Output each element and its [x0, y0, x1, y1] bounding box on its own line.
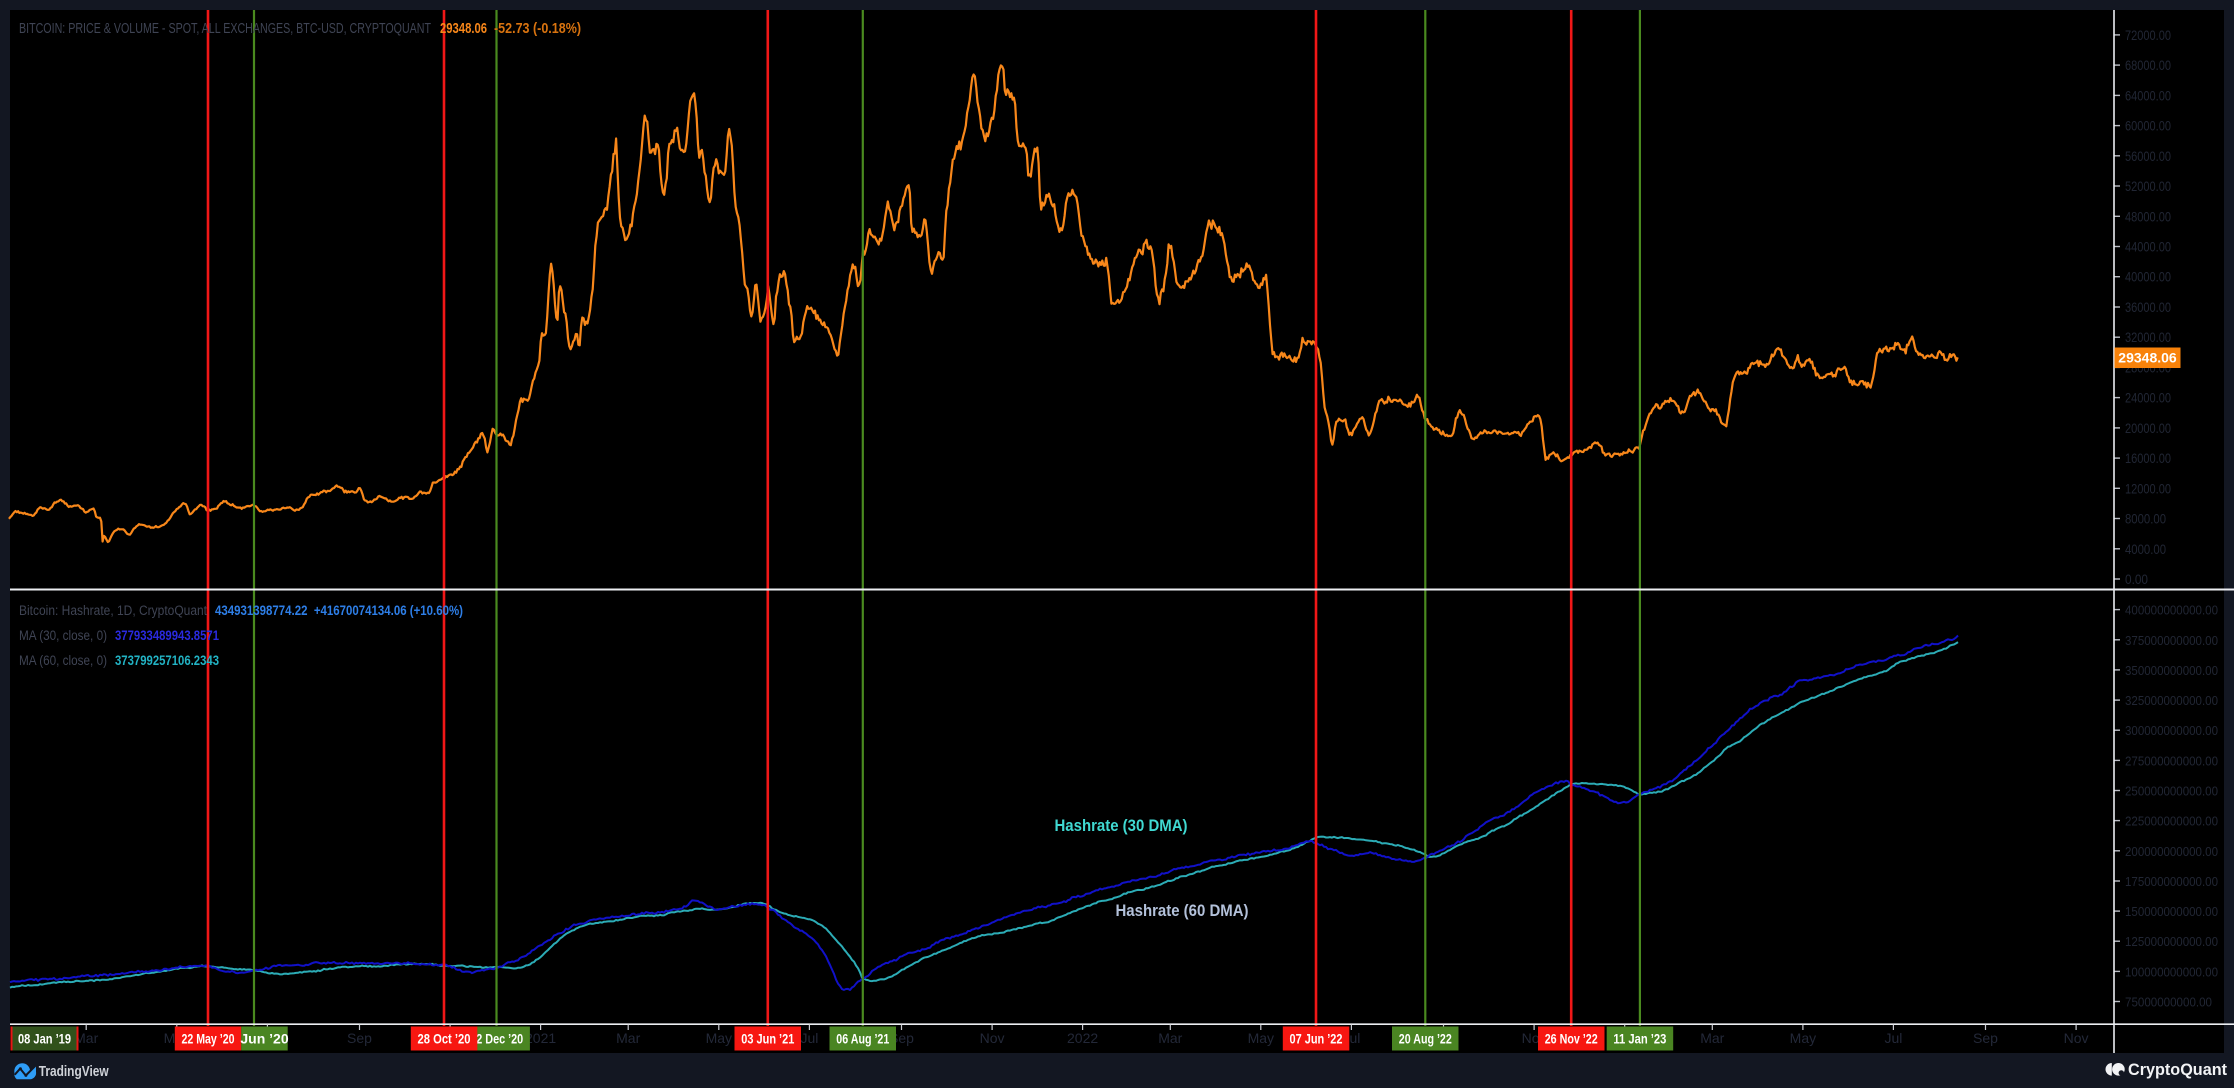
svg-text:64000.00: 64000.00 — [2125, 87, 2171, 103]
svg-text:300000000000.00: 300000000000.00 — [2125, 723, 2218, 738]
svg-text:29348.06: 29348.06 — [440, 21, 487, 37]
svg-text:06 Aug ’21: 06 Aug ’21 — [836, 1031, 889, 1047]
svg-text:Bitcoin: Hashrate, 1D, CryptoQ: Bitcoin: Hashrate, 1D, CryptoQuant — [19, 603, 207, 618]
svg-text:8000.00: 8000.00 — [2125, 511, 2166, 527]
svg-text:4000.00: 4000.00 — [2125, 541, 2166, 557]
svg-text:434931398774.22 +41670074134.: 434931398774.22 +41670074134.06 (+10.60%… — [215, 603, 463, 618]
svg-text:125000000000.00: 125000000000.00 — [2125, 934, 2218, 949]
svg-text:Sep: Sep — [1973, 1030, 1998, 1046]
svg-text:275000000000.00: 275000000000.00 — [2125, 753, 2218, 768]
svg-text:0.00: 0.00 — [2125, 571, 2148, 587]
svg-text:100000000000.00: 100000000000.00 — [2125, 964, 2218, 979]
svg-text:29348.06: 29348.06 — [2118, 350, 2177, 366]
svg-text:28 Oct ’20: 28 Oct ’20 — [418, 1031, 471, 1047]
svg-text:20000.00: 20000.00 — [2125, 420, 2171, 436]
svg-text:200000000000.00: 200000000000.00 — [2125, 844, 2218, 859]
svg-text:2021: 2021 — [525, 1030, 556, 1046]
svg-text:12000.00: 12000.00 — [2125, 480, 2171, 496]
svg-text:2022: 2022 — [1067, 1030, 1098, 1046]
svg-text:Mar: Mar — [1158, 1030, 1182, 1046]
svg-text:May: May — [1248, 1030, 1274, 1046]
svg-text:60000.00: 60000.00 — [2125, 118, 2171, 134]
svg-text:11 Jan ’23: 11 Jan ’23 — [1613, 1031, 1666, 1047]
svg-text:20 Aug ’22: 20 Aug ’22 — [1399, 1031, 1452, 1047]
svg-text:07 Jun ’22: 07 Jun ’22 — [1290, 1031, 1343, 1047]
svg-text:Jul: Jul — [800, 1030, 818, 1046]
svg-text:44000.00: 44000.00 — [2125, 239, 2171, 255]
svg-text:375000000000.00: 375000000000.00 — [2125, 633, 2218, 648]
svg-text:Nov: Nov — [2064, 1030, 2089, 1046]
svg-text:Hashrate (60 DMA): Hashrate (60 DMA) — [1116, 901, 1249, 920]
svg-text:400000000000.00: 400000000000.00 — [2125, 603, 2218, 618]
svg-text:CryptoQuant: CryptoQuant — [2128, 1061, 2227, 1079]
svg-text:Mar: Mar — [1700, 1030, 1724, 1046]
svg-text:225000000000.00: 225000000000.00 — [2125, 814, 2218, 829]
svg-text:May: May — [1790, 1030, 1816, 1046]
svg-text:Jun ’20: Jun ’20 — [240, 1031, 288, 1047]
svg-text:325000000000.00: 325000000000.00 — [2125, 693, 2218, 708]
svg-text:Jul: Jul — [1884, 1030, 1902, 1046]
svg-text:75000000000.00: 75000000000.00 — [2125, 995, 2212, 1010]
svg-text:MA (30, close, 0): MA (30, close, 0) — [19, 628, 107, 643]
svg-text:24000.00: 24000.00 — [2125, 390, 2171, 406]
svg-text:150000000000.00: 150000000000.00 — [2125, 904, 2218, 919]
svg-text:48000.00: 48000.00 — [2125, 208, 2171, 224]
svg-text:BITCOIN: PRICE & VOLUME - SPOT: BITCOIN: PRICE & VOLUME - SPOT, ALL EXCH… — [19, 21, 431, 37]
svg-text:250000000000.00: 250000000000.00 — [2125, 784, 2218, 799]
svg-text:377933489943.8571: 377933489943.8571 — [115, 628, 219, 643]
svg-text:36000.00: 36000.00 — [2125, 299, 2171, 315]
svg-text:175000000000.00: 175000000000.00 — [2125, 874, 2218, 889]
svg-text:02 Dec ’20: 02 Dec ’20 — [470, 1031, 523, 1047]
svg-text:TradingView: TradingView — [39, 1064, 110, 1080]
svg-text:Mar: Mar — [616, 1030, 640, 1046]
svg-text:03 Jun ’21: 03 Jun ’21 — [741, 1031, 794, 1047]
svg-text:Nov: Nov — [980, 1030, 1005, 1046]
svg-text:373799257106.2343: 373799257106.2343 — [115, 653, 219, 668]
svg-text:Hashrate (30 DMA): Hashrate (30 DMA) — [1055, 816, 1188, 835]
svg-text:68000.00: 68000.00 — [2125, 57, 2171, 73]
svg-text:56000.00: 56000.00 — [2125, 148, 2171, 164]
svg-text:16000.00: 16000.00 — [2125, 450, 2171, 466]
svg-text:22 May ’20: 22 May ’20 — [182, 1031, 235, 1047]
svg-text:52000.00: 52000.00 — [2125, 178, 2171, 194]
svg-text:72000.00: 72000.00 — [2125, 27, 2171, 43]
svg-text:32000.00: 32000.00 — [2125, 329, 2171, 345]
svg-text:Sep: Sep — [347, 1030, 372, 1046]
svg-text:40000.00: 40000.00 — [2125, 269, 2171, 285]
svg-text:08 Jan ’19: 08 Jan ’19 — [18, 1031, 71, 1047]
svg-text:-52.73 (-0.18%): -52.73 (-0.18%) — [494, 21, 581, 37]
svg-text:May: May — [706, 1030, 732, 1046]
svg-text:Mar: Mar — [74, 1030, 98, 1046]
svg-text:26 Nov ’22: 26 Nov ’22 — [1545, 1031, 1598, 1047]
svg-text:MA (60, close, 0): MA (60, close, 0) — [19, 653, 107, 668]
svg-text:350000000000.00: 350000000000.00 — [2125, 663, 2218, 678]
